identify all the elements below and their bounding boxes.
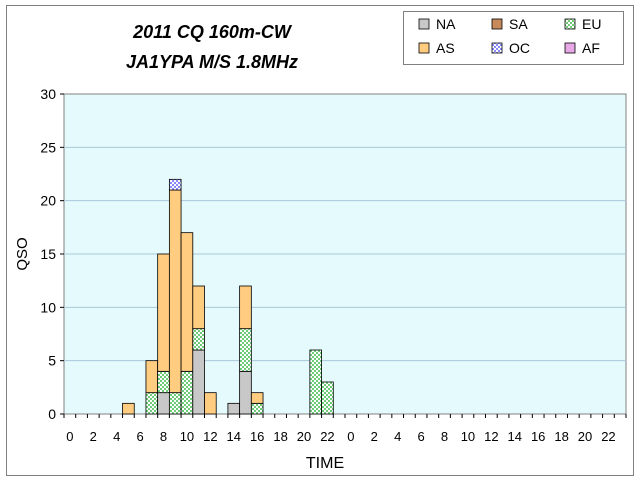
legend-swatch-af bbox=[564, 42, 576, 54]
y-tick-label: 10 bbox=[40, 299, 56, 315]
legend-swatch-na bbox=[418, 18, 430, 30]
x-tick-label: 2 bbox=[90, 429, 97, 444]
x-tick-label: 12 bbox=[203, 429, 217, 444]
x-tick-label: 22 bbox=[320, 429, 334, 444]
bar-as bbox=[192, 285, 205, 330]
bar-eu bbox=[145, 392, 159, 415]
x-tick-label: 14 bbox=[508, 429, 522, 444]
x-tick-label: 22 bbox=[601, 429, 615, 444]
bar-eu bbox=[250, 402, 264, 415]
title-line: JA1YPA M/S 1.8MHz bbox=[126, 52, 298, 72]
y-axis-ticks: 0 5 10 15 20 25 30 bbox=[40, 86, 64, 422]
title-line: 2011 CQ 160m-CW bbox=[132, 22, 293, 42]
bar-as bbox=[145, 360, 159, 394]
bar-eu bbox=[321, 381, 334, 415]
bar-na bbox=[239, 370, 252, 415]
bar-na bbox=[192, 349, 205, 415]
bar-oc bbox=[168, 178, 182, 191]
x-tick-label: 18 bbox=[554, 429, 568, 444]
bar-na bbox=[227, 402, 241, 415]
x-tick-label: 4 bbox=[113, 429, 120, 444]
bar-as bbox=[168, 189, 182, 394]
y-tick-label: 30 bbox=[40, 86, 56, 102]
legend-label-oc: OC bbox=[509, 40, 530, 56]
legend-label-af: AF bbox=[582, 40, 600, 56]
x-tick-label: 6 bbox=[417, 429, 424, 444]
bar-eu bbox=[157, 370, 170, 394]
x-tick-label: 12 bbox=[484, 429, 498, 444]
bar-as bbox=[122, 402, 135, 415]
x-tick-label: 8 bbox=[160, 429, 167, 444]
bar-eu bbox=[192, 328, 205, 351]
legend-box bbox=[403, 11, 624, 65]
bar-eu bbox=[309, 349, 322, 415]
y-tick-label: 25 bbox=[40, 139, 56, 155]
bar-as bbox=[239, 285, 252, 330]
bar-as bbox=[157, 253, 170, 372]
x-tick-label: 0 bbox=[66, 429, 73, 444]
bar-eu bbox=[168, 392, 182, 415]
x-axis-label: TIME bbox=[306, 455, 344, 472]
legend-swatch-as bbox=[418, 42, 430, 54]
bar-eu bbox=[239, 328, 252, 372]
x-tick-label: 16 bbox=[250, 429, 264, 444]
x-tick-label: 16 bbox=[531, 429, 545, 444]
y-tick-label: 0 bbox=[48, 406, 56, 422]
x-tick-label: 14 bbox=[227, 429, 241, 444]
y-tick-label: 5 bbox=[48, 353, 56, 369]
y-tick-label: 20 bbox=[40, 193, 56, 209]
legend-label-eu: EU bbox=[582, 16, 601, 32]
x-tick-label: 2 bbox=[371, 429, 378, 444]
legend-label-sa: SA bbox=[509, 16, 528, 32]
legend-swatch-sa bbox=[491, 18, 503, 30]
x-tick-label: 0 bbox=[347, 429, 354, 444]
bars bbox=[122, 178, 334, 415]
legend: NA SA EU AS OC AF bbox=[403, 11, 624, 65]
y-tick-label: 15 bbox=[40, 246, 56, 262]
legend-swatch-oc bbox=[491, 42, 503, 54]
legend-label-as: AS bbox=[436, 40, 455, 56]
x-tick-label: 4 bbox=[394, 429, 401, 444]
x-tick-label: 20 bbox=[297, 429, 311, 444]
x-tick-label: 8 bbox=[441, 429, 448, 444]
x-tick-label: 18 bbox=[273, 429, 287, 444]
bar-as bbox=[180, 232, 194, 372]
bar-na bbox=[157, 392, 170, 415]
legend-label-na: NA bbox=[436, 16, 456, 32]
y-axis-label: QSO bbox=[14, 237, 31, 270]
legend-swatch-eu bbox=[564, 18, 576, 30]
x-tick-label: 6 bbox=[136, 429, 143, 444]
x-axis-ticks: 0 2 4 6 8 10 12 14 16 18 20 22 0 2 4 6 8 10 12 14 16 18 20 22 bbox=[63, 414, 627, 444]
chart-title: 2011 CQ 160m-CW JA1YPA M/S 1.8MHz bbox=[126, 22, 298, 72]
x-tick-label: 20 bbox=[578, 429, 592, 444]
bar-as bbox=[250, 392, 264, 404]
bar-eu bbox=[180, 370, 194, 415]
bar-as bbox=[204, 392, 217, 415]
x-tick-label: 10 bbox=[180, 429, 194, 444]
x-tick-label: 10 bbox=[461, 429, 475, 444]
